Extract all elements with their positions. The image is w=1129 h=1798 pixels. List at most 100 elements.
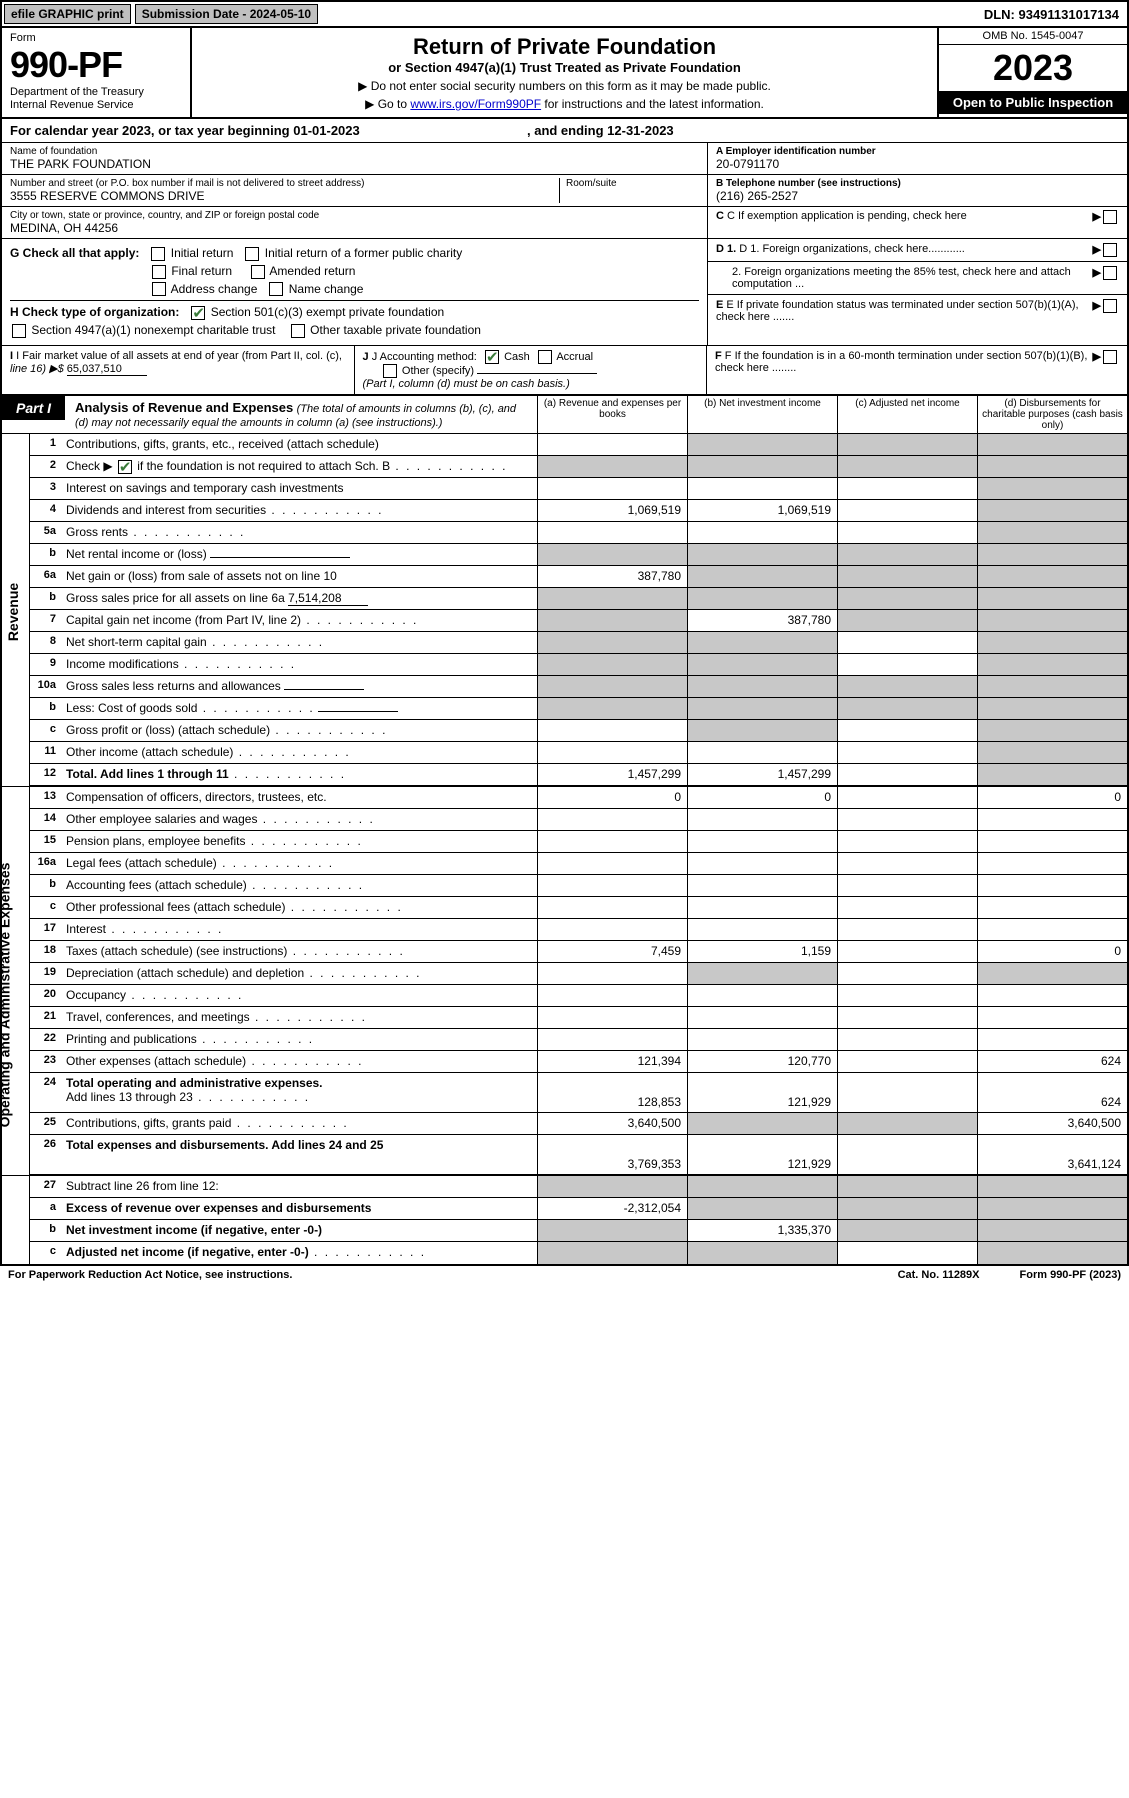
line25-desc: Contributions, gifts, grants paid [62,1113,537,1134]
line20-desc: Occupancy [62,985,537,1006]
line23-col-b: 120,770 [687,1051,837,1072]
g-name-checkbox[interactable] [269,282,283,296]
form990pf-link[interactable]: www.irs.gov/Form990PF [410,97,541,111]
line12-desc: Total. Add lines 1 through 11 [62,764,537,785]
form-number: 990-PF [10,44,182,86]
line14-desc: Other employee salaries and wages [62,809,537,830]
line27b-desc: Net investment income (if negative, ente… [62,1220,537,1241]
city-value: MEDINA, OH 44256 [10,221,699,235]
line18-col-a: 7,459 [537,941,687,962]
efile-button[interactable]: efile GRAPHIC print [4,4,131,24]
e-label: E E If private foundation status was ter… [716,299,1093,323]
footer-catno: Cat. No. 11289X [898,1269,980,1281]
line13-col-b: 0 [687,787,837,808]
submission-date: Submission Date - 2024-05-10 [135,4,318,24]
g-amended-checkbox[interactable] [251,265,265,279]
line25-col-d: 3,640,500 [977,1113,1127,1134]
line12-col-a: 1,457,299 [537,764,687,785]
g-initial-checkbox[interactable] [151,247,165,261]
line25-col-a: 3,640,500 [537,1113,687,1134]
h-501c3-checkbox[interactable] [191,306,205,320]
col-b-header: (b) Net investment income [687,396,837,433]
line3-desc: Interest on savings and temporary cash i… [62,478,537,499]
line16b-desc: Accounting fees (attach schedule) [62,875,537,896]
form-subtitle: or Section 4947(a)(1) Trust Treated as P… [202,60,927,75]
address-value: 3555 RESERVE COMMONS DRIVE [10,189,559,203]
form-title: Return of Private Foundation [202,34,927,60]
line4-desc: Dividends and interest from securities [62,500,537,521]
d1-checkbox[interactable] [1103,243,1117,257]
phone-label: B Telephone number (see instructions) [716,178,1119,189]
line26-desc: Total expenses and disbursements. Add li… [62,1135,537,1174]
part1-title: Analysis of Revenue and Expenses (The to… [65,396,537,433]
calyear-end: 12-31-2023 [607,123,674,138]
g-final-checkbox[interactable] [152,265,166,279]
line27b-col-b: 1,335,370 [687,1220,837,1241]
phone-value: (216) 265-2527 [716,189,1119,203]
line6b-value: 7,514,208 [288,591,368,606]
h-4947-checkbox[interactable] [12,324,26,338]
revenue-side-label: Revenue [2,434,30,786]
line10b-desc: Less: Cost of goods sold [62,698,537,719]
line2-desc: Check ▶ if the foundation is not require… [62,456,537,477]
calyear-begin: 01-01-2023 [293,123,360,138]
form-header: Form 990-PF Department of the Treasury I… [2,28,1127,119]
line10a-desc: Gross sales less returns and allowances [62,676,537,697]
i-block: I I Fair market value of all assets at e… [2,346,355,394]
line22-desc: Printing and publications [62,1029,537,1050]
line6a-col-a: 387,780 [537,566,687,587]
c-checkbox[interactable] [1103,210,1117,224]
line10c-desc: Gross profit or (loss) (attach schedule) [62,720,537,741]
h-other-label: Other taxable private foundation [310,323,481,337]
line13-col-d: 0 [977,787,1127,808]
line27c-desc: Adjusted net income (if negative, enter … [62,1242,537,1264]
expenses-side-label: Operating and Administrative Expenses [2,787,30,1175]
ein-label: A Employer identification number [716,146,1119,157]
line21-desc: Travel, conferences, and meetings [62,1007,537,1028]
room-label: Room/suite [566,178,699,189]
line1-desc: Contributions, gifts, grants, etc., rece… [62,434,537,455]
g-initial-public-checkbox[interactable] [245,247,259,261]
h-other-checkbox[interactable] [291,324,305,338]
line23-col-d: 624 [977,1051,1127,1072]
line26-col-b: 121,929 [687,1135,837,1174]
line2-checkbox[interactable] [118,460,132,474]
tax-year: 2023 [939,45,1127,91]
g-initial-label: Initial return [171,246,234,260]
g-address-checkbox[interactable] [152,282,166,296]
f-checkbox[interactable] [1103,350,1117,364]
d2-checkbox[interactable] [1103,266,1117,280]
line4-col-a: 1,069,519 [537,500,687,521]
col-c-header: (c) Adjusted net income [837,396,977,433]
dln-label: DLN: 93491131017134 [976,5,1127,24]
open-to-public: Open to Public Inspection [939,91,1127,114]
line24-col-d: 624 [977,1073,1127,1112]
line27a-desc: Excess of revenue over expenses and disb… [62,1198,537,1219]
name-label: Name of foundation [10,146,699,157]
footer-formno: Form 990-PF (2023) [1020,1269,1121,1281]
h-row: H Check type of organization: Section 50… [10,300,699,320]
line12-col-b: 1,457,299 [687,764,837,785]
e-checkbox[interactable] [1103,299,1117,313]
topbar: efile GRAPHIC print Submission Date - 20… [2,2,1127,28]
col-a-header: (a) Revenue and expenses per books [537,396,687,433]
j-cash-checkbox[interactable] [485,350,499,364]
line19-desc: Depreciation (attach schedule) and deple… [62,963,537,984]
footer-paperwork: For Paperwork Reduction Act Notice, see … [8,1269,292,1281]
g-final-label: Final return [171,264,232,278]
j-other-checkbox[interactable] [383,364,397,378]
j-accrual-checkbox[interactable] [538,350,552,364]
h-label: H Check type of organization: [10,305,179,319]
page-footer: For Paperwork Reduction Act Notice, see … [0,1266,1129,1284]
part1-tab: Part I [2,396,65,420]
g-name-label: Name change [289,282,364,296]
i-fmv-value: 65,037,510 [67,363,147,376]
line24-col-b: 121,929 [687,1073,837,1112]
line11-desc: Other income (attach schedule) [62,742,537,763]
line24-desc: Total operating and administrative expen… [62,1073,537,1112]
line23-col-a: 121,394 [537,1051,687,1072]
g-label: G Check all that apply: [10,246,139,260]
city-label: City or town, state or province, country… [10,210,699,221]
line18-col-b: 1,159 [687,941,837,962]
instr-ssn: ▶ Do not enter social security numbers o… [202,79,927,93]
